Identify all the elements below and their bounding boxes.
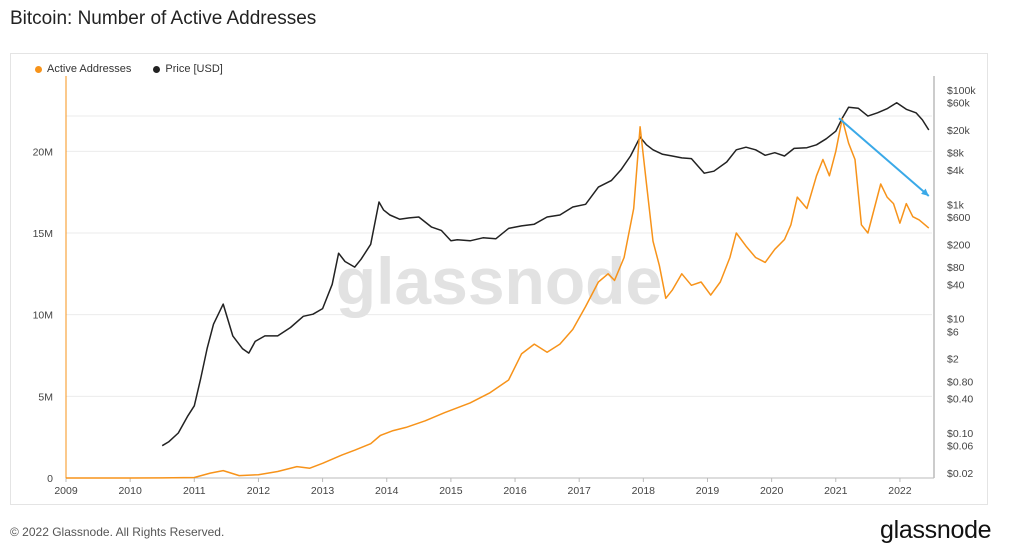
trend-arrowhead [921,188,929,196]
legend-label-active: Active Addresses [47,63,132,75]
y-right-tick-label: $80 [947,262,965,274]
y-right-tick-label: $1k [947,199,965,211]
y-right-tick-label: $200 [947,239,971,251]
x-tick-label: 2014 [375,485,399,497]
x-tick-label: 2015 [439,485,463,497]
x-tick-label: 2016 [503,485,527,497]
legend-item-price[interactable]: Price [USD] [153,63,223,75]
y-right-tick-label: $40 [947,279,965,291]
series-line-price [161,101,930,447]
y-right-tick-label: $20k [947,125,971,137]
x-tick-label: 2009 [54,485,78,497]
y-left-tick-label: 5M [38,391,53,403]
chart-plot[interactable]: glassnode 0 5M 10M 15M 20M $100k$60k $20k $8k $4k… [11,54,987,504]
trend-line [838,117,930,197]
legend-dot-active [35,65,42,73]
y-right-tick-label: $8k [947,148,965,160]
x-tick-label: 2019 [696,485,720,497]
page-title: Bitcoin: Number of Active Addresses [10,8,317,29]
y-right-tick-label: $60k [947,98,971,110]
x-tick-label: 2010 [118,485,142,497]
y-right-tick-label: $100k [947,85,976,97]
y-left-tick-label: 20M [33,146,53,158]
y-right-tick-label: $0.10 [947,428,973,440]
x-tick-label: 2018 [632,485,656,497]
watermark: glassnode [336,244,662,318]
y-right-tick-label: $600 [947,212,971,224]
y-right-tick-label: $0.40 [947,394,973,406]
y-right-tick-label: $4k [947,165,965,177]
y-right-tick-label: $10 [947,314,965,326]
chart-legend: Active Addresses Price [USD] [35,63,223,75]
y-right-tick-label: $0.80 [947,376,973,388]
x-tick-label: 2022 [888,485,912,497]
legend-item-active-addresses[interactable]: Active Addresses [35,63,131,75]
x-tick-label: 2011 [183,485,206,497]
y-left-tick-label: 15M [33,228,53,240]
y-left-tick-label: 10M [33,310,53,322]
y-left-tick-label: 0 [47,473,53,485]
legend-dot-price [153,65,161,73]
y-right-tick-label: $2 [947,354,959,366]
x-tick-label: 2020 [760,485,784,497]
y-right-tick-label: $0.06 [947,441,973,453]
copyright-text: © 2022 Glassnode. All Rights Reserved. [10,525,225,539]
x-tick-label: 2021 [824,485,848,497]
legend-label-price: Price [USD] [165,63,223,75]
x-tick-label: 2017 [568,485,592,497]
chart-card: Active Addresses Price [USD] glassnode 0 5… [10,53,988,505]
x-tick-label: 2012 [247,485,271,497]
series-line-active-addresses [66,117,930,479]
x-tick-label: 2013 [311,485,335,497]
brand-logo[interactable]: glassnode [880,516,992,544]
y-right-tick-label: $0.02 [947,468,973,480]
y-right-tick-label: $6 [947,326,959,338]
